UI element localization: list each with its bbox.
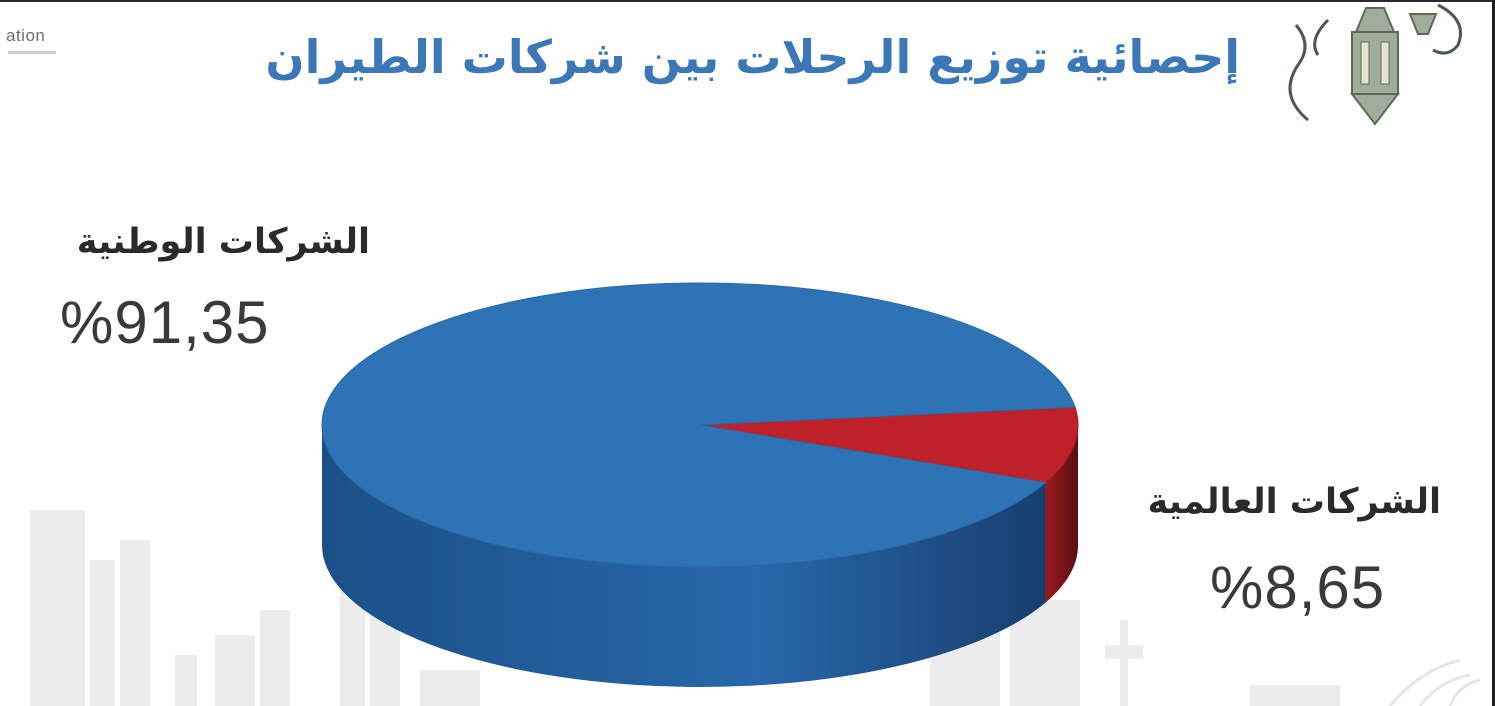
pie-slice-international bbox=[699, 406, 1079, 484]
pie-side-national bbox=[322, 425, 1046, 687]
frame-right-border bbox=[1492, 0, 1495, 706]
corner-logo-subline bbox=[8, 51, 56, 54]
pie-slice-national bbox=[321, 282, 1076, 568]
frame-top-border bbox=[0, 0, 1495, 2]
pie-side-international bbox=[1045, 425, 1078, 603]
slice-value-national: %91,35 bbox=[60, 289, 270, 356]
slice-label-international: الشركات العالمية bbox=[1147, 482, 1441, 522]
page-title: إحصائية توزيع الرحلات بين شركات الطيران bbox=[265, 30, 1241, 84]
slice-label-national: الشركات الوطنية bbox=[76, 222, 370, 262]
ramadan-lantern-icon bbox=[1288, 3, 1462, 126]
slice-value-international: %8,65 bbox=[1210, 554, 1386, 621]
corner-logo-text: ation bbox=[6, 26, 46, 45]
